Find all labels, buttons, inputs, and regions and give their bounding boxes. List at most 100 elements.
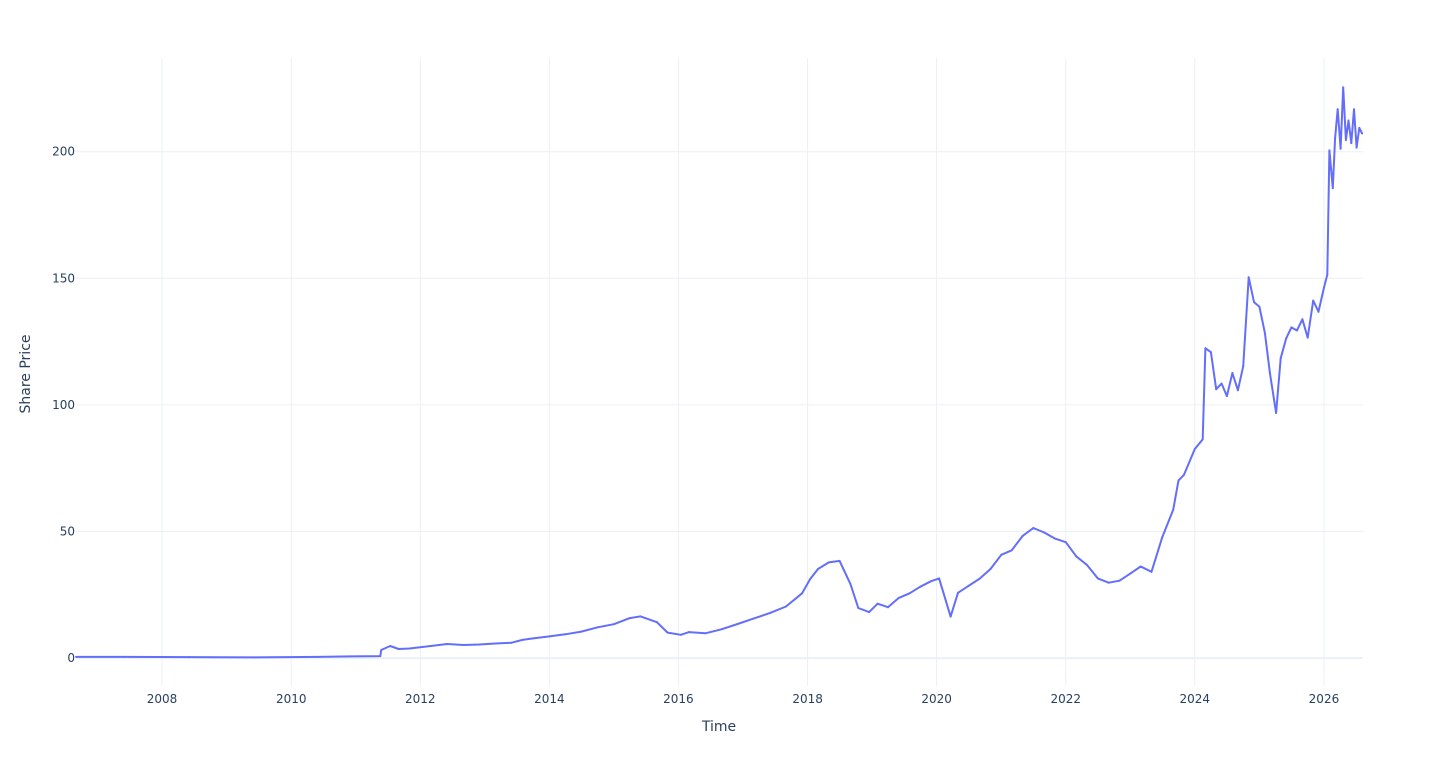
data-point xyxy=(1258,305,1261,308)
data-point xyxy=(1301,318,1304,321)
data-point xyxy=(1096,577,1099,580)
data-point xyxy=(887,606,889,609)
data-point xyxy=(1295,329,1298,332)
data-point xyxy=(1344,139,1347,141)
y-tick-label: 50 xyxy=(60,525,75,539)
data-point xyxy=(446,643,449,645)
data-point xyxy=(1326,273,1329,276)
data-point xyxy=(930,580,933,583)
data-point xyxy=(1347,119,1350,122)
data-point xyxy=(1339,147,1342,150)
data-point xyxy=(1290,326,1293,329)
data-point xyxy=(897,596,900,599)
data-point xyxy=(817,568,819,570)
data-point xyxy=(688,631,690,634)
data-point xyxy=(532,637,535,640)
data-point xyxy=(938,577,941,580)
data-point xyxy=(1247,276,1250,279)
data-point xyxy=(1107,581,1110,584)
data-point xyxy=(679,633,682,636)
data-point xyxy=(849,583,852,586)
data-point xyxy=(548,635,551,638)
data-point xyxy=(639,615,642,618)
data-point xyxy=(1161,536,1164,539)
data-point xyxy=(1334,137,1337,139)
x-tick-label: 2018 xyxy=(792,692,823,706)
data-point xyxy=(1312,299,1315,302)
data-point xyxy=(1000,553,1003,556)
data-point xyxy=(785,605,787,608)
data-point xyxy=(1350,142,1353,145)
y-axis-tick-labels: 0 50 100 150 200 xyxy=(52,145,75,665)
data-point xyxy=(1317,310,1320,313)
data-point xyxy=(380,649,383,651)
data-point xyxy=(1172,508,1175,511)
data-point xyxy=(1285,337,1288,340)
data-point xyxy=(1253,301,1255,304)
data-point xyxy=(1331,187,1334,190)
data-point xyxy=(1322,286,1325,289)
grid-lines xyxy=(76,58,1363,686)
data-point xyxy=(1353,108,1355,111)
data-point xyxy=(1361,132,1364,135)
data-point xyxy=(1236,389,1239,392)
x-tick-label: 2010 xyxy=(276,692,307,706)
data-point xyxy=(655,621,658,624)
x-tick-label: 2008 xyxy=(147,692,178,706)
data-point xyxy=(1021,535,1024,538)
y-tick-label: 200 xyxy=(52,145,75,159)
data-point xyxy=(521,638,524,641)
data-point xyxy=(1336,108,1339,111)
data-point xyxy=(1225,395,1228,398)
data-point xyxy=(349,655,352,658)
data-point xyxy=(908,592,911,595)
data-point xyxy=(1043,531,1046,534)
data-point xyxy=(612,623,615,626)
data-point xyxy=(1342,86,1345,89)
data-point xyxy=(949,615,952,618)
data-point xyxy=(1209,351,1212,354)
data-point xyxy=(389,645,392,647)
data-point xyxy=(978,577,981,580)
data-point xyxy=(462,644,465,646)
data-point xyxy=(1204,347,1207,350)
series-line xyxy=(76,86,1363,659)
data-point xyxy=(1139,565,1142,568)
x-tick-label: 2012 xyxy=(405,692,436,706)
data-point xyxy=(1064,541,1067,544)
data-point xyxy=(989,568,992,570)
x-tick-label: 2014 xyxy=(534,692,565,706)
data-point xyxy=(809,578,812,581)
data-point xyxy=(1242,365,1245,368)
data-point xyxy=(838,559,841,562)
data-point xyxy=(1129,572,1132,575)
x-tick-label: 2022 xyxy=(1050,692,1081,706)
data-point xyxy=(736,623,739,625)
data-point xyxy=(857,607,860,609)
data-point xyxy=(1150,570,1153,573)
data-point xyxy=(1177,479,1180,482)
data-point xyxy=(1355,146,1358,149)
data-point xyxy=(1193,448,1196,450)
data-point xyxy=(1201,438,1204,441)
data-point xyxy=(397,648,400,650)
data-point xyxy=(720,628,723,631)
data-point xyxy=(478,643,481,646)
data-point xyxy=(187,656,190,659)
y-tick-label: 0 xyxy=(67,651,75,665)
data-point xyxy=(666,631,669,634)
data-point xyxy=(957,591,959,594)
data-point xyxy=(494,642,497,645)
x-tick-label: 2020 xyxy=(921,692,952,706)
data-point xyxy=(1279,357,1282,360)
x-tick-label: 2024 xyxy=(1179,692,1210,706)
data-point xyxy=(1032,527,1035,529)
data-point xyxy=(75,655,77,658)
y-axis-title: Share Price xyxy=(18,334,34,413)
data-point xyxy=(967,584,970,587)
data-point xyxy=(919,585,922,588)
y-tick-label: 100 xyxy=(52,398,75,412)
series-lines xyxy=(75,86,1364,659)
